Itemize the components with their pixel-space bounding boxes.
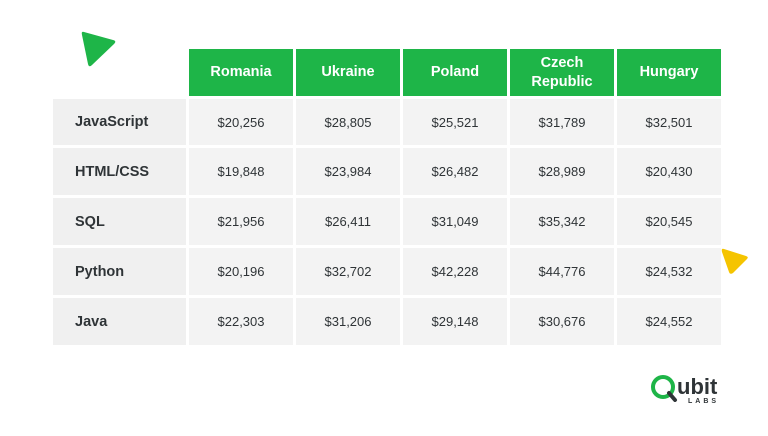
table-cell: $26,482 — [403, 148, 507, 195]
table-cell: $20,256 — [189, 99, 293, 145]
table-cell: $23,984 — [296, 148, 400, 195]
col-header: Poland — [403, 49, 507, 96]
col-header-czech: Czech Republic — [531, 54, 593, 90]
table-cell: $26,411 — [296, 198, 400, 245]
table-row: Java $22,303 $31,206 $29,148 $30,676 $24… — [53, 298, 721, 345]
green-triangle-icon — [81, 31, 116, 67]
table-cell: $20,545 — [617, 198, 721, 245]
table-cell: $20,196 — [189, 248, 293, 295]
table-cell: $31,049 — [403, 198, 507, 245]
table-cell: $44,776 — [510, 248, 614, 295]
table-cell: $21,956 — [189, 198, 293, 245]
row-label: SQL — [53, 198, 186, 245]
row-label: Python — [53, 248, 186, 295]
row-label: HTML/CSS — [53, 148, 186, 195]
table-row: Python $20,196 $32,702 $42,228 $44,776 $… — [53, 248, 721, 295]
yellow-triangle-icon — [721, 248, 748, 274]
logo-subtext: LABS — [688, 398, 720, 405]
table-cell: $32,501 — [617, 99, 721, 145]
col-header: Romania — [189, 49, 293, 96]
col-header: Hungary — [617, 49, 721, 96]
logo-q-icon — [651, 375, 677, 402]
table-cell: $22,303 — [189, 298, 293, 345]
table-cell: $24,552 — [617, 298, 721, 345]
table-cell: $19,848 — [189, 148, 293, 195]
col-header: Ukraine — [296, 49, 400, 96]
logo-text: ubit — [677, 374, 718, 399]
table-cell: $32,702 — [296, 248, 400, 295]
table-cell: $31,206 — [296, 298, 400, 345]
table-row: SQL $21,956 $26,411 $31,049 $35,342 $20,… — [53, 198, 721, 245]
table-cell: $28,805 — [296, 99, 400, 145]
table-cell: $31,789 — [510, 99, 614, 145]
table-cell: $30,676 — [510, 298, 614, 345]
table-cell: $25,521 — [403, 99, 507, 145]
qubit-labs-logo: ubit LABS — [650, 374, 738, 410]
row-label: Java — [53, 298, 186, 345]
table-row: HTML/CSS $19,848 $23,984 $26,482 $28,989… — [53, 148, 721, 195]
corner-cell — [53, 49, 186, 96]
table-cell: $24,532 — [617, 248, 721, 295]
row-label: JavaScript — [53, 99, 186, 145]
table-cell: $20,430 — [617, 148, 721, 195]
table-cell: $29,148 — [403, 298, 507, 345]
table-cell: $42,228 — [403, 248, 507, 295]
table-row: JavaScript $20,256 $28,805 $25,521 $31,7… — [53, 99, 721, 145]
col-header: Czech Republic — [510, 49, 614, 96]
salary-table: Romania Ukraine Poland Czech Republic Hu… — [50, 46, 724, 348]
table-cell: $28,989 — [510, 148, 614, 195]
table-cell: $35,342 — [510, 198, 614, 245]
header-row: Romania Ukraine Poland Czech Republic Hu… — [53, 49, 721, 96]
